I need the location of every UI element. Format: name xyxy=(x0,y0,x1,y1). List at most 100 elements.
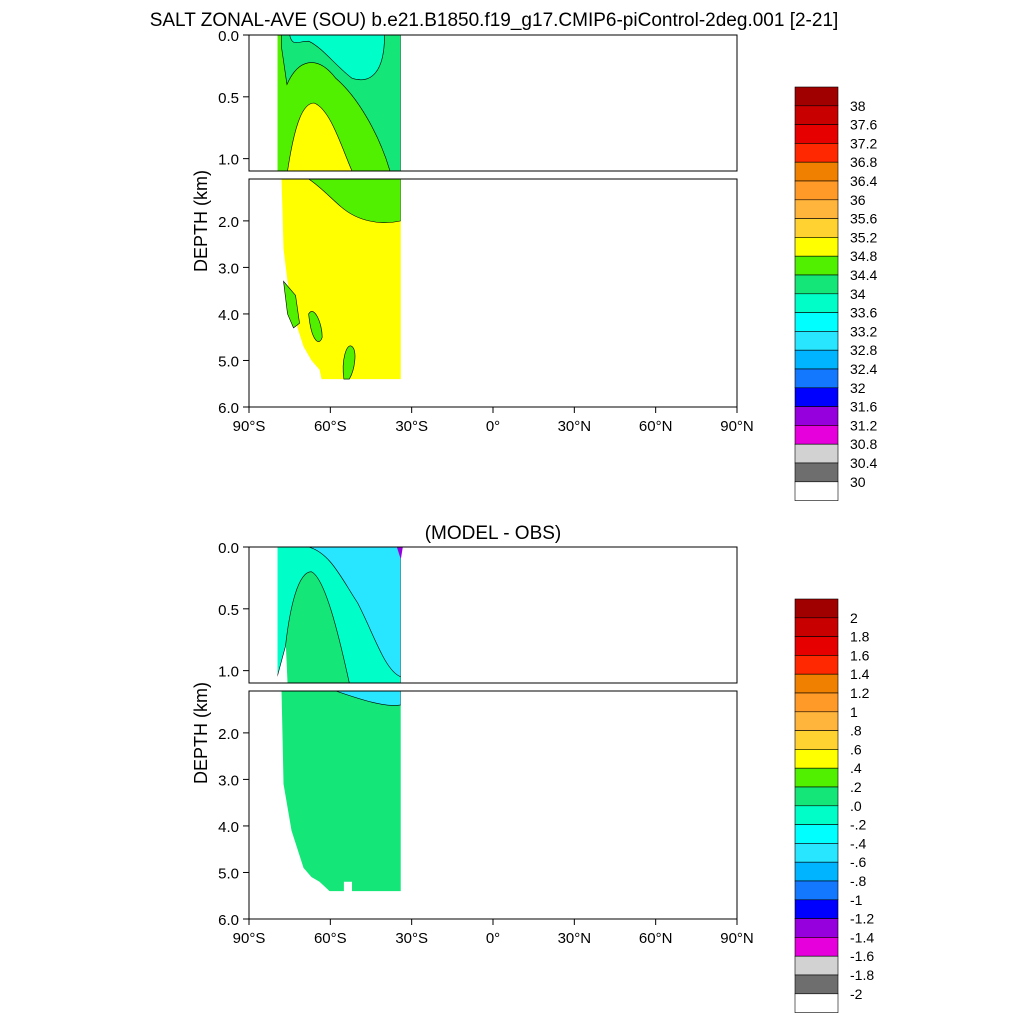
colorbar-swatch xyxy=(794,349,839,370)
colorbar-swatch xyxy=(794,899,839,919)
colorbar-swatch xyxy=(794,237,839,257)
colorbar-swatch xyxy=(794,824,839,844)
colorbar-label: -1.2 xyxy=(850,911,874,927)
colorbar-label: 32.8 xyxy=(850,342,877,358)
colorbar-label: 1.4 xyxy=(850,666,870,682)
colorbar-label: 35.6 xyxy=(850,211,877,227)
colorbar-swatch xyxy=(794,406,839,426)
colorbar-label: -1.6 xyxy=(850,948,874,964)
x-tick-label: 60°S xyxy=(314,418,347,435)
colorbar-label: 1.2 xyxy=(850,685,870,701)
colorbar-label: -1.8 xyxy=(850,967,874,983)
x-tick-label: 60°N xyxy=(639,418,673,435)
colorbar-label: .6 xyxy=(850,741,862,757)
colorbar-label: 1.6 xyxy=(850,647,870,663)
colorbar-swatch xyxy=(794,199,839,219)
y-tick-label: 0.5 xyxy=(218,90,239,107)
colorbar-label: 1 xyxy=(850,704,858,720)
colorbar-swatch xyxy=(794,312,839,332)
colorbar-label: 30 xyxy=(850,474,866,490)
colorbar-label: 37.2 xyxy=(850,135,877,151)
colorbar-swatch xyxy=(794,974,839,995)
colorbar-swatch xyxy=(794,425,839,445)
region-mid-negative xyxy=(308,547,402,678)
y-tick-label: 5.0 xyxy=(218,353,239,370)
region-surface-fresh xyxy=(289,35,385,80)
y-axis-label: DEPTH (km) xyxy=(191,682,211,784)
lower-field xyxy=(281,691,737,919)
x-tick-label: 0° xyxy=(486,930,500,947)
colorbar-swatch xyxy=(794,462,839,483)
region-deep-near-zero xyxy=(281,691,401,892)
colorbar-swatch xyxy=(794,331,839,351)
colorbar-label: .0 xyxy=(850,798,862,814)
region-green-lower xyxy=(281,179,402,223)
colorbar-swatch xyxy=(794,218,839,238)
colorbar-swatch xyxy=(794,918,839,938)
colorbar-swatch xyxy=(794,655,839,675)
colorbar-label: 36 xyxy=(850,192,866,208)
y-tick-label: 6.0 xyxy=(218,400,239,417)
y-tick-label: 4.0 xyxy=(218,819,239,836)
colorbar-swatch xyxy=(794,481,839,501)
colorbar-label: -1 xyxy=(850,892,863,908)
x-tick-label: 60°N xyxy=(639,930,673,947)
lower-field xyxy=(281,179,737,407)
upper-frame xyxy=(248,34,738,172)
colorbar-label: 32 xyxy=(850,380,866,396)
x-tick-label: 60°S xyxy=(314,930,347,947)
colorbar: 38 37.6 37.2 36.8 36.4 36 35.6 35.2 34.8 34.4 34 33… xyxy=(794,86,877,501)
surface-spike xyxy=(396,547,403,560)
colorbar-swatch xyxy=(794,861,839,882)
colorbar-swatch xyxy=(794,692,839,713)
colorbar-swatch xyxy=(794,255,839,276)
y-tick-label: 1.0 xyxy=(218,664,239,681)
colorbar-label: 34 xyxy=(850,286,866,302)
colorbar-label: 2 xyxy=(850,610,858,626)
colorbar-swatch xyxy=(794,786,839,807)
colorbar-swatch xyxy=(794,180,839,201)
colorbar-label: .2 xyxy=(850,779,862,795)
colorbar-swatch xyxy=(794,86,839,107)
y-axis-label: DEPTH (km) xyxy=(191,170,211,272)
y-tick-label: 0.0 xyxy=(218,540,239,557)
colorbar-swatch xyxy=(794,955,839,976)
colorbar-swatch xyxy=(794,880,839,901)
y-tick-label: 3.0 xyxy=(218,772,239,789)
colorbar-swatch xyxy=(794,843,839,863)
colorbar-label: -.2 xyxy=(850,817,867,833)
colorbar-swatch xyxy=(794,598,839,619)
colorbar-label: 38 xyxy=(850,98,866,114)
y-tick-label: 2.0 xyxy=(218,214,239,231)
x-tick-label: 90°S xyxy=(233,418,266,435)
colorbar-label: -.8 xyxy=(850,873,867,889)
panel-title: (MODEL - OBS) xyxy=(425,523,562,544)
colorbar-label: 30.4 xyxy=(850,455,877,471)
colorbar-label: 34.8 xyxy=(850,248,877,264)
colorbar-swatch xyxy=(794,387,839,407)
patch-green xyxy=(283,280,300,329)
y-tick-label: 1.0 xyxy=(218,152,239,169)
difference-plot: (MODEL - OBS)0.00.51.02.03.04.05.06.090°… xyxy=(191,523,874,1013)
colorbar-label: 31.2 xyxy=(850,417,877,433)
colorbar: 21.81.61.41.21.8.6.4.2.0-.2-.4-.6-.8-1-1… xyxy=(794,598,874,1013)
patch-green xyxy=(342,345,356,380)
colorbar-swatch xyxy=(794,161,839,182)
colorbar-label: 36.8 xyxy=(850,154,877,170)
colorbar-swatch xyxy=(794,937,839,957)
colorbar-label: 35.2 xyxy=(850,229,877,245)
colorbar-swatch xyxy=(794,143,839,163)
colorbar-swatch xyxy=(794,105,839,125)
colorbar-label: .8 xyxy=(850,723,862,739)
colorbar-label: 30.8 xyxy=(850,436,877,452)
colorbar-swatch xyxy=(794,711,839,731)
y-tick-label: 0.5 xyxy=(218,602,239,619)
colorbar-swatch xyxy=(794,749,839,769)
colorbar-swatch xyxy=(794,293,839,313)
y-tick-label: 4.0 xyxy=(218,307,239,324)
colorbar-swatch xyxy=(794,368,839,389)
colorbar-label: -2 xyxy=(850,986,863,1002)
colorbar-swatch xyxy=(794,124,839,144)
x-tick-label: 90°S xyxy=(233,930,266,947)
x-tick-label: 30°N xyxy=(558,418,592,435)
